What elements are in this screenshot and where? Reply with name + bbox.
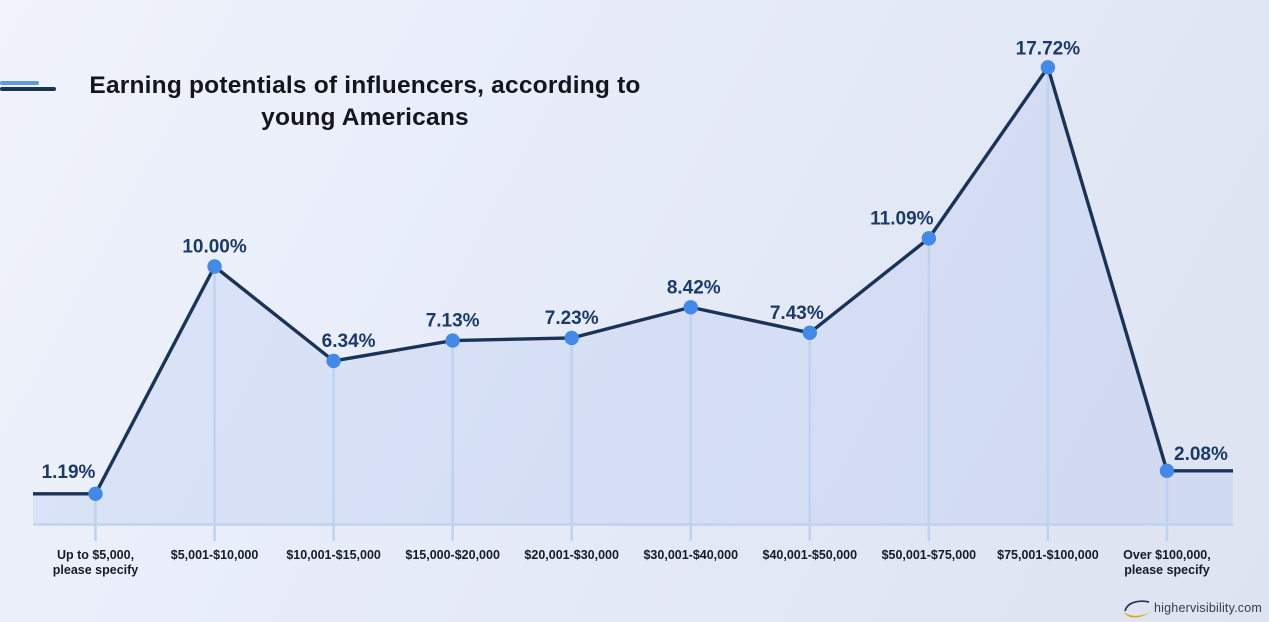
data-point (88, 486, 103, 501)
point-value-label: 7.43% (770, 303, 824, 324)
x-axis-label: please specify (53, 563, 139, 577)
data-point (802, 325, 817, 341)
data-point (921, 231, 937, 246)
series-line (33, 65, 1233, 496)
point-value-label: 7.23% (545, 308, 599, 329)
x-axis-label: $20,001-$30,000 (524, 548, 619, 562)
x-axis-label: please specify (1124, 563, 1210, 577)
point-value-label: 8.42% (667, 277, 721, 298)
x-axis-label: Over $100,000, (1123, 548, 1211, 562)
x-axis-label: $40,001-$50,000 (763, 548, 858, 562)
x-axis-label: $75,001-$100,000 (997, 548, 1099, 562)
area-fill (33, 67, 1233, 525)
page-title-line1: Earning potentials of influencers, accor… (89, 72, 641, 99)
brand-logo: highervisibility.com (1122, 598, 1262, 618)
data-point (326, 353, 341, 369)
data-point (683, 300, 698, 315)
point-value-label: 6.34% (322, 331, 376, 352)
point-value-label: 1.19% (42, 462, 96, 483)
data-point (207, 259, 222, 274)
page-title: Earning potentials of influencers, accor… (65, 70, 665, 135)
point-value-label: 7.13% (426, 311, 480, 332)
data-point (564, 330, 579, 346)
data-point (1159, 463, 1175, 479)
brand-swoosh-icon (1123, 600, 1151, 618)
x-axis-label: Up to $5,000, (57, 548, 134, 562)
page-title-line2: young Americans (261, 104, 469, 132)
x-axis-label: $10,001-$15,000 (286, 548, 381, 562)
title-accent-dark-line (0, 87, 56, 91)
point-value-label: 10.00% (182, 237, 247, 258)
x-axis-label: $5,001-$10,000 (171, 548, 259, 562)
point-value-label: 11.09% (870, 208, 933, 229)
x-axis-label: $15,000-$20,000 (405, 548, 500, 562)
x-axis-label: $30,001-$40,000 (643, 548, 738, 562)
data-point (445, 333, 460, 348)
x-axis-label: $50,001-$75,000 (882, 548, 977, 562)
point-value-label: 2.08% (1174, 444, 1228, 465)
data-point (1040, 60, 1056, 75)
brand-site-text: highervisibility.com (1154, 601, 1262, 615)
point-value-label: 17.72% (1016, 38, 1081, 59)
title-accent-light-line (0, 81, 39, 85)
